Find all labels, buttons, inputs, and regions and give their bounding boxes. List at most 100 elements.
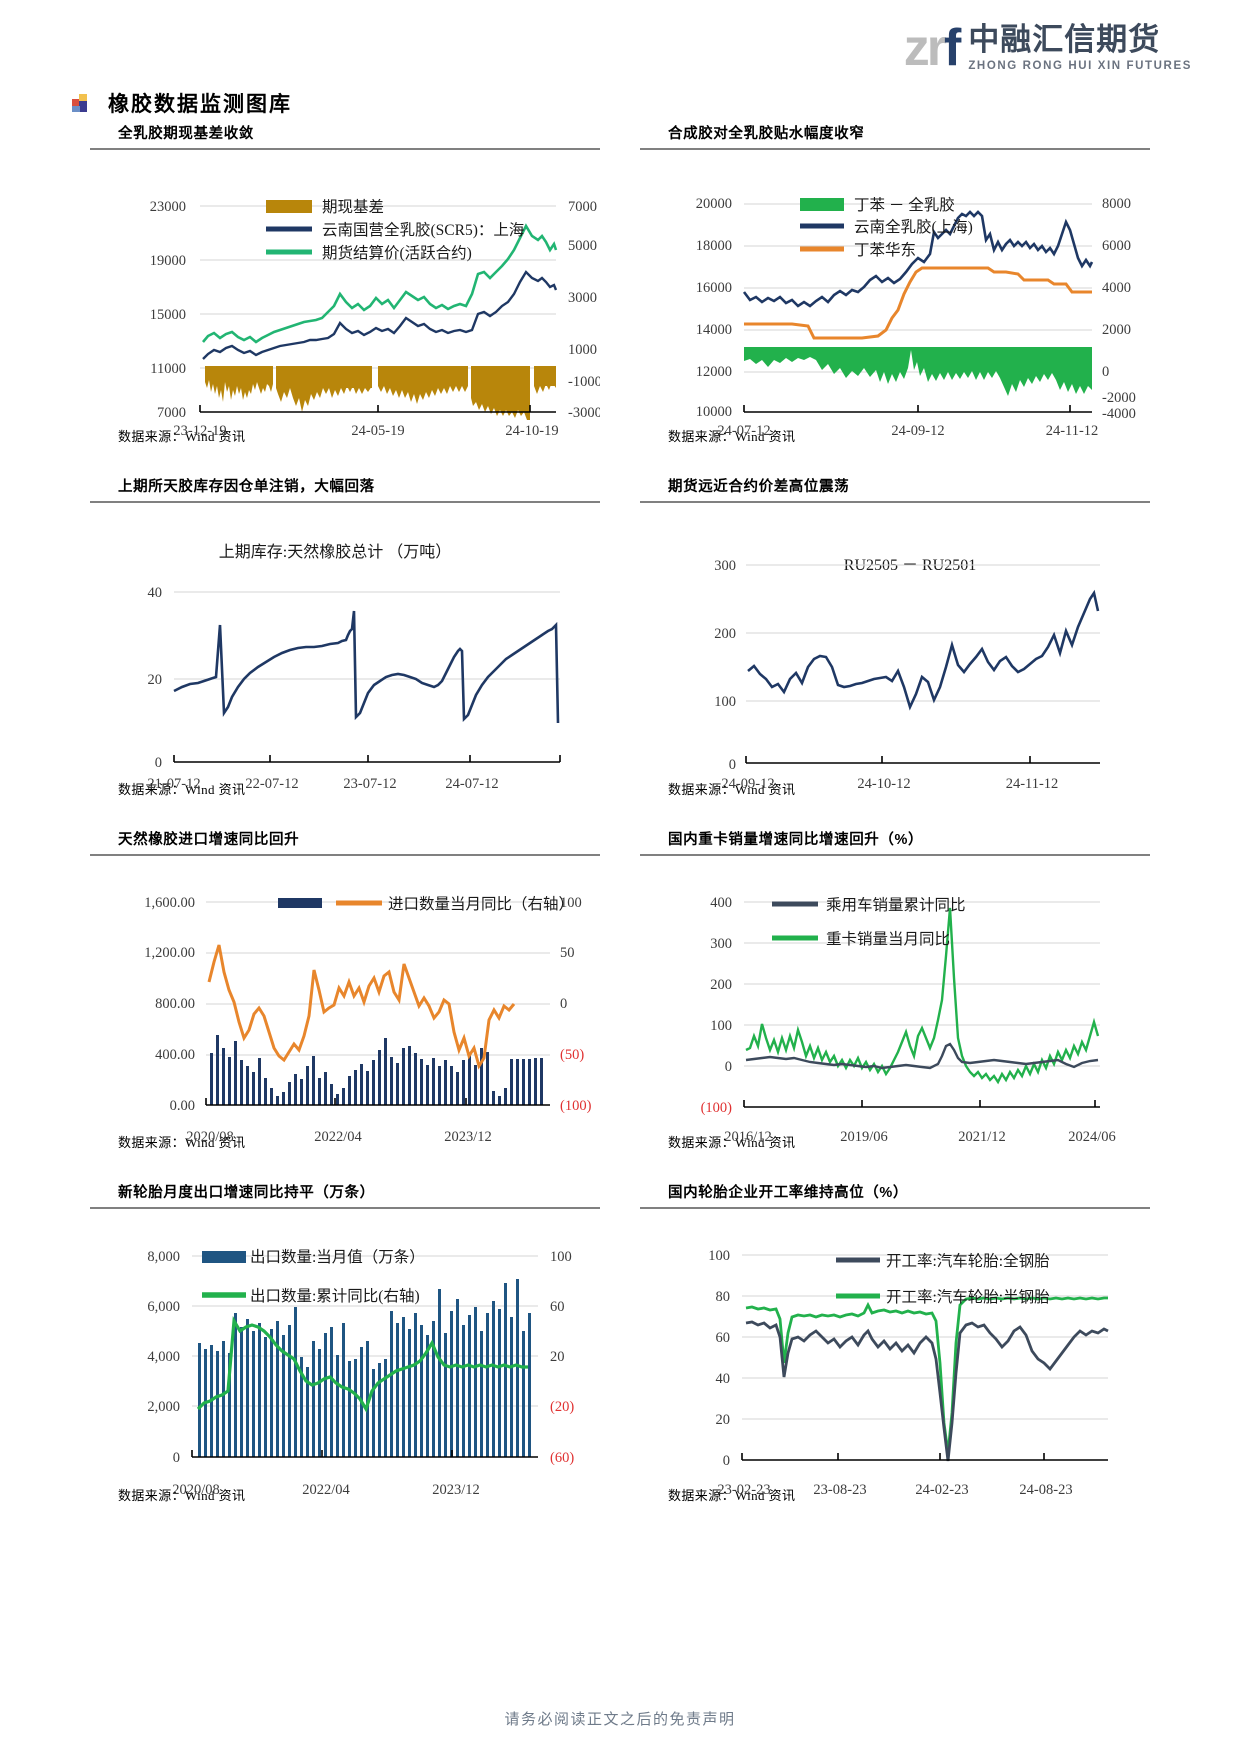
- series-inventory-line: [173, 610, 560, 724]
- ytick: 40: [716, 1371, 731, 1387]
- ytick: 8,000: [147, 1249, 180, 1265]
- xtick: 2020/08: [172, 1482, 220, 1498]
- ytick: 19000: [150, 253, 186, 269]
- ytick-right: 20: [550, 1349, 565, 1365]
- ytick-right: 6000: [1102, 238, 1131, 254]
- ytick-right: 60: [550, 1299, 565, 1315]
- chart-source: 数据来源：Wind 资讯: [668, 1488, 796, 1503]
- ytick: 40: [148, 585, 163, 601]
- ytick-right: (20): [550, 1399, 574, 1415]
- ytick: 10000: [696, 404, 732, 420]
- ytick-right: -2000: [1102, 390, 1136, 406]
- ytick-right: 100: [550, 1249, 572, 1265]
- ytick-right: 4000: [1102, 280, 1131, 296]
- chart-source: 数据来源：Wind 资讯: [668, 429, 796, 444]
- legend-label: 重卡销量当月同比: [826, 930, 950, 948]
- ytick: 100: [708, 1248, 730, 1264]
- series-import-bars: [210, 1035, 543, 1105]
- chart-title: 合成胶对全乳胶贴水幅度收窄: [668, 126, 865, 142]
- ytick: 1,200.00: [144, 945, 195, 961]
- ytick: 300: [710, 936, 732, 952]
- xtick: 2020/08: [186, 1129, 234, 1145]
- ytick-right: 7000: [568, 199, 597, 215]
- chart-truck-sales: 400 300 200 100 0 (100): [640, 860, 1150, 1145]
- xtick: 2023/12: [432, 1482, 480, 1498]
- xtick: 24-02-23: [915, 1482, 968, 1498]
- xtick: 23-02-23: [717, 1482, 770, 1498]
- chart-legend: 丁苯 － 全乳胶 云南全乳胶(上海) 丁苯华东: [800, 196, 973, 259]
- chart-tire-operating-rate: 100 80 60 40 20 0: [640, 1213, 1150, 1498]
- series-half-steel-line: [745, 1296, 1108, 1454]
- chart-she-inventory: 上期库存:天然橡胶总计 （万吨） 40 20 0: [90, 507, 600, 792]
- chart-title: 国内轮胎企业开工率维持高位（%）: [668, 1185, 908, 1201]
- legend-label: 开工率:汽车轮胎:半钢胎: [886, 1288, 1050, 1306]
- xtick: 24-10-12: [857, 776, 910, 792]
- page-title: 橡胶数据监测图库: [108, 93, 292, 116]
- ytick: 6,000: [147, 1299, 180, 1315]
- ytick: 7000: [157, 405, 186, 421]
- ytick-right: 8000: [1102, 196, 1131, 212]
- legend-swatch-basis: [266, 200, 312, 213]
- xtick: 24-11-12: [1006, 776, 1059, 792]
- ytick-right: 5000: [568, 238, 597, 254]
- xtick: 22-07-12: [245, 776, 298, 792]
- xtick: 21-07-12: [147, 776, 200, 792]
- legend-swatch-spread: [800, 198, 844, 211]
- gridlines: [742, 1254, 1108, 1420]
- xtick: 24-11-12: [1046, 423, 1099, 439]
- chart-legend: 进口数量当月同比（右轴）: [278, 895, 574, 913]
- ytick: 200: [714, 626, 736, 642]
- series-passenger-car-yoy-line: [745, 1042, 1099, 1070]
- ytick: 16000: [696, 280, 732, 296]
- logo-wordmark: 中融汇信期货 ZHONG RONG HUI XIN FUTURES: [968, 24, 1192, 72]
- ytick-right: 2000: [1102, 322, 1131, 338]
- ytick: (100): [701, 1100, 733, 1116]
- title-divider: [90, 148, 600, 150]
- chart-cell-ru-spread: 期货远近合约价差高位震荡 RU2505 － RU2501 300 200 100…: [640, 475, 1150, 828]
- ytick: 0: [155, 755, 162, 771]
- ytick: 0: [729, 757, 736, 773]
- title-divider: [90, 854, 600, 856]
- ytick: 4,000: [147, 1349, 180, 1365]
- ytick: 400: [710, 895, 732, 911]
- chart-title: 天然橡胶进口增速同比回升: [118, 832, 300, 848]
- legend-swatch-import-volume: [278, 898, 322, 908]
- legend-label: 乘用车销量累计同比: [826, 896, 966, 914]
- ytick: 0.00: [170, 1098, 195, 1114]
- series-yunnan-scr5-line: [202, 270, 558, 360]
- xtick: 24-07-12: [445, 776, 498, 792]
- xtick: 23-08-23: [813, 1482, 866, 1498]
- gridlines: [174, 591, 560, 680]
- ytick: 0: [725, 1059, 732, 1075]
- ytick-right: -4000: [1102, 406, 1136, 422]
- legend-label: 期货结算价(活跃合约): [322, 243, 472, 262]
- chart-source: 数据来源：Wind 资讯: [118, 1488, 246, 1503]
- ytick: 11000: [150, 361, 186, 377]
- series-sbr-east-china-line: [744, 266, 1092, 340]
- series-futures-settlement-line: [202, 223, 558, 344]
- xtick: 2024/06: [1068, 1129, 1116, 1145]
- ytick: 100: [714, 694, 736, 710]
- title-divider: [640, 854, 1150, 856]
- ytick: 80: [716, 1289, 731, 1305]
- chart-legend: 开工率:汽车轮胎:全钢胎 开工率:汽车轮胎:半钢胎: [836, 1252, 1050, 1306]
- xtick: 2022/04: [302, 1482, 350, 1498]
- ytick: 18000: [696, 238, 732, 254]
- series-export-cum-yoy-line: [196, 1315, 528, 1413]
- series-basis-bars: [205, 366, 556, 420]
- title-divider: [640, 148, 1150, 150]
- chart-title: 国内重卡销量增速同比增速回升（%）: [668, 832, 924, 848]
- logo-letter-r: r: [926, 19, 947, 77]
- ytick: 20: [148, 672, 163, 688]
- chart-latex-basis: 23000 19000 15000 11000 7000 7000 5000 3…: [90, 154, 600, 439]
- title-divider: [90, 1207, 600, 1209]
- ytick-right: 50: [560, 945, 575, 961]
- xtick: 2016/12: [724, 1129, 772, 1145]
- series-truck-yoy-line: [745, 907, 1100, 1085]
- chart-cell-she-inventory: 上期所天胶库存因仓单注销，大幅回落 上期库存:天然橡胶总计 （万吨） 40 20…: [90, 475, 600, 828]
- xtick: 2021/12: [958, 1129, 1006, 1145]
- ytick-right: 1000: [568, 342, 597, 358]
- legend-swatch-export-volume: [202, 1251, 246, 1263]
- ytick-right: 100: [560, 895, 582, 911]
- ytick: 12000: [696, 364, 732, 380]
